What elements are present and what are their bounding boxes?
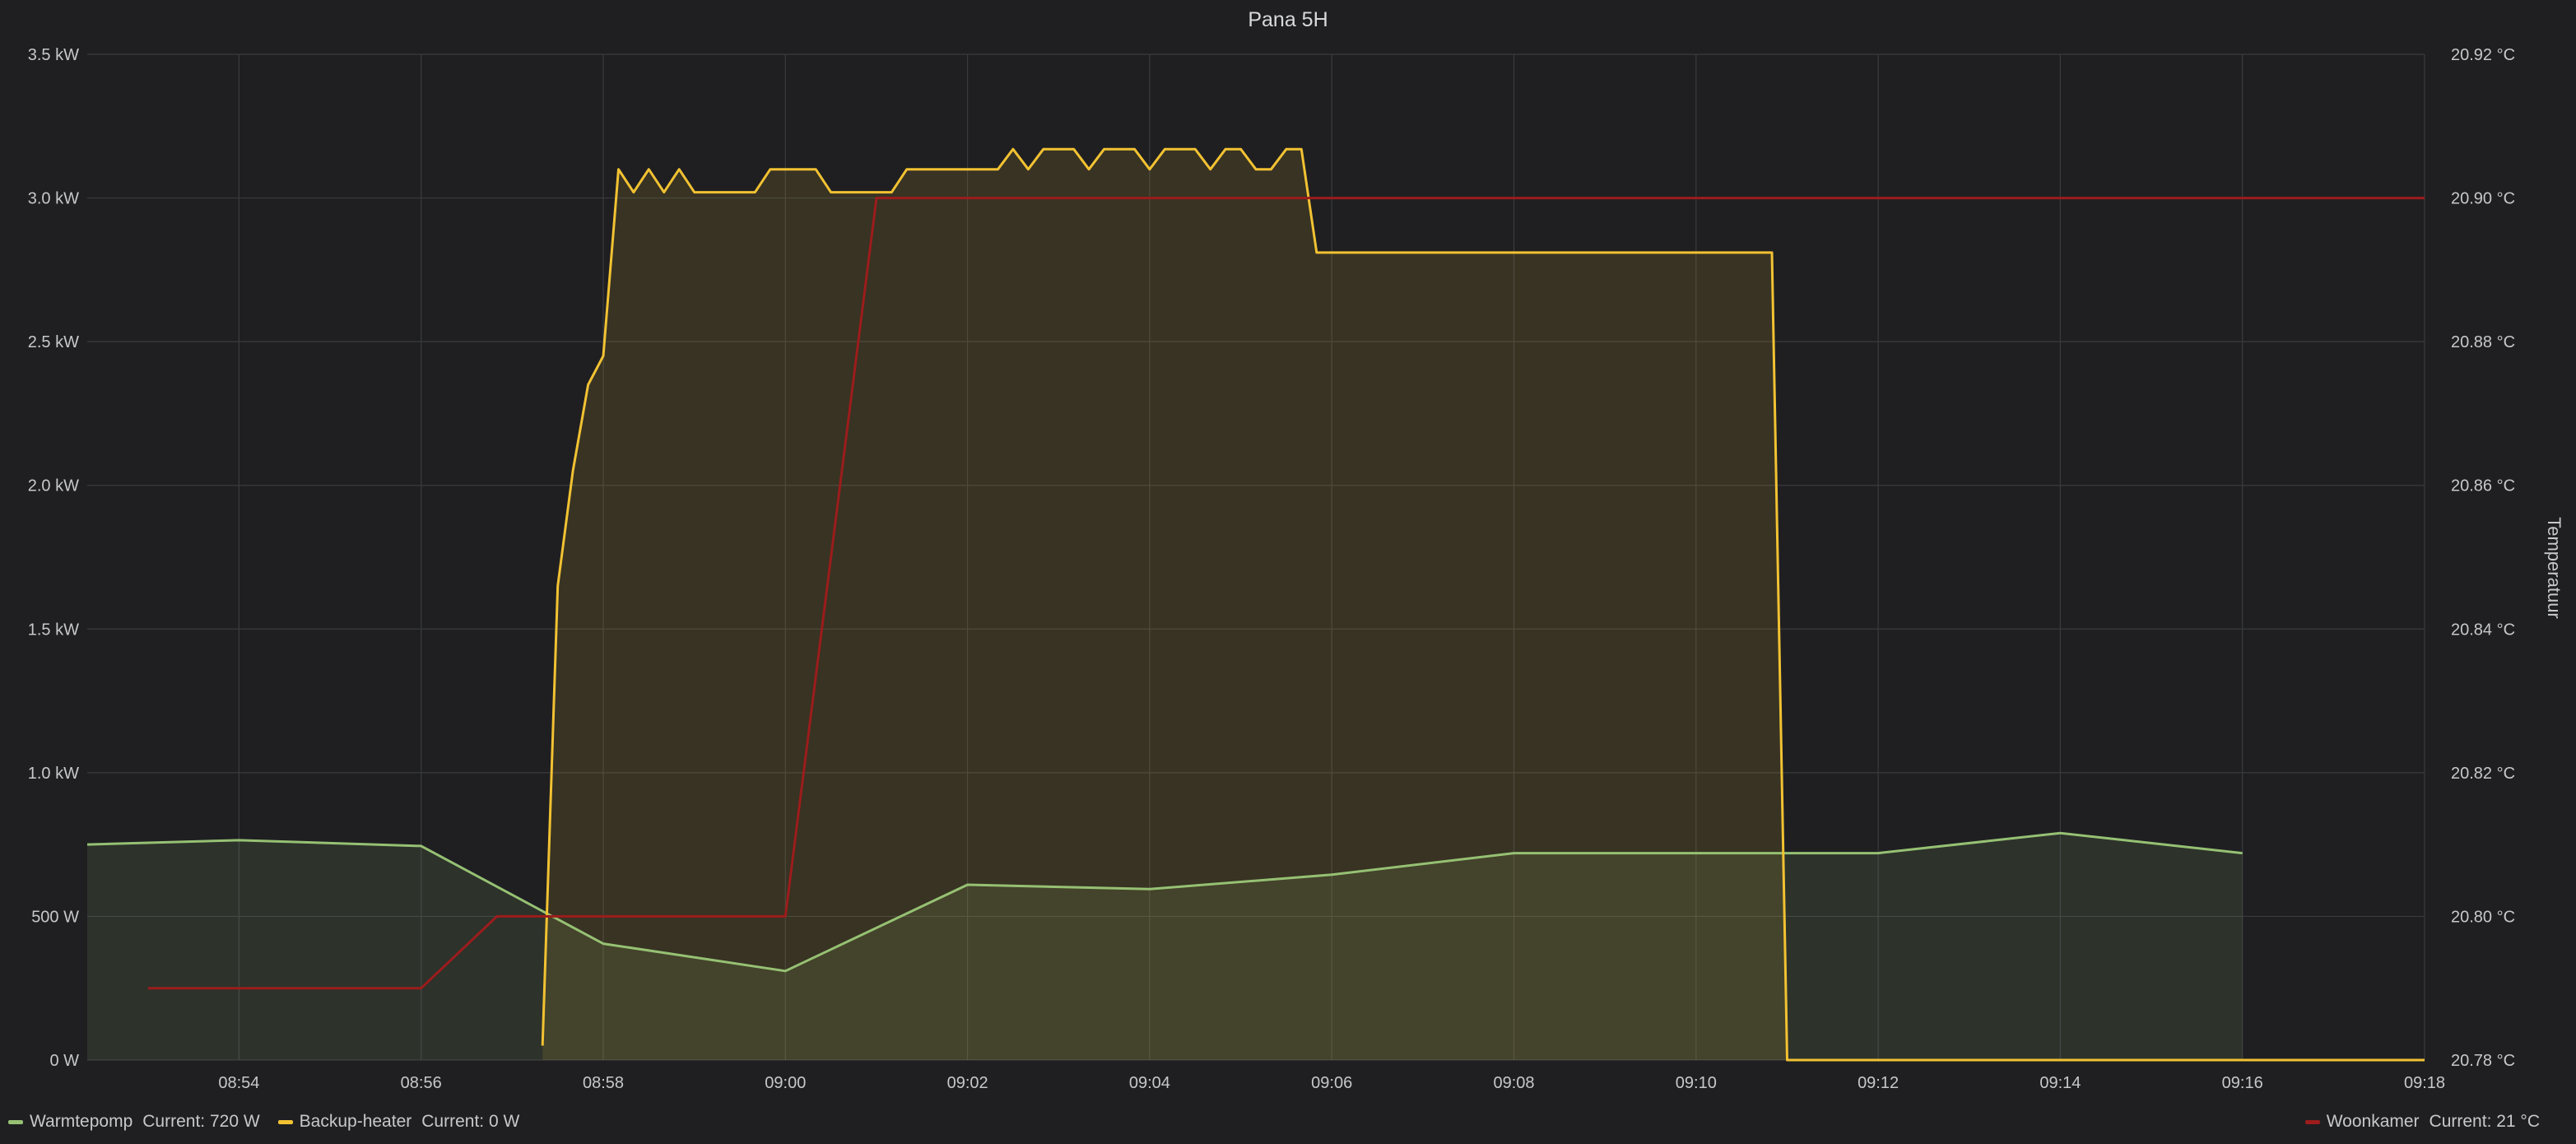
right-tick-label: 20.82 °C (2451, 765, 2515, 783)
left-tick-label: 3.0 kW (28, 190, 79, 208)
right-tick-label: 20.80 °C (2451, 908, 2515, 926)
legend-item-backup-heater[interactable]: Backup-heater Current: 0 W (277, 1112, 520, 1132)
right-axis-label: Temperatuur (2544, 517, 2564, 619)
right-y-axis: 20.78 °C 20.80 °C 20.82 °C 20.84 °C 20.86 °C… (2451, 46, 2515, 1070)
x-tick-label: 08:56 (401, 1074, 442, 1092)
legend-series-name: Warmtepomp (30, 1112, 133, 1131)
right-tick-label: 20.84 °C (2451, 621, 2515, 639)
woonkamer-line[interactable] (147, 197, 2425, 990)
grid-lines (87, 53, 2425, 1061)
legend-item-woonkamer[interactable]: Woonkamer Current: 21 °C (2304, 1112, 2540, 1132)
x-tick-label: 09:04 (1129, 1074, 1170, 1092)
left-tick-label: 3.5 kW (28, 46, 79, 64)
legend-current-value: Current: 720 W (142, 1112, 260, 1131)
x-tick-label: 09:00 (765, 1074, 806, 1092)
left-tick-label: 1.0 kW (28, 765, 79, 783)
backup-heater-area (542, 149, 2425, 1061)
x-axis: 08:54 08:56 08:58 09:00 09:02 09:04 09:06 09:08… (218, 1074, 2445, 1092)
x-tick-label: 09:06 (1311, 1074, 1352, 1092)
warmtepomp-area (87, 833, 2243, 1060)
right-tick-label: 20.78 °C (2451, 1052, 2515, 1070)
legend-left: Warmtepomp Current: 720 W Backup-heater Cur… (8, 1109, 537, 1134)
series-areas (87, 149, 2425, 1061)
legend-swatch (2304, 1119, 2320, 1124)
series-lines (86, 147, 2425, 1062)
legend-series-name: Woonkamer (2326, 1112, 2420, 1131)
left-tick-label: 2.5 kW (28, 333, 79, 351)
x-tick-label: 09:18 (2404, 1074, 2445, 1092)
x-tick-label: 09:16 (2222, 1074, 2263, 1092)
right-tick-label: 20.90 °C (2451, 190, 2515, 208)
right-tick-label: 20.92 °C (2451, 46, 2515, 64)
legend-series-name: Backup-heater (299, 1112, 412, 1131)
x-tick-label: 09:10 (1676, 1074, 1717, 1092)
legend-current-value: Current: 0 W (421, 1112, 520, 1131)
backup-heater-line[interactable] (541, 147, 2425, 1062)
x-tick-label: 09:12 (1858, 1074, 1899, 1092)
right-tick-label: 20.86 °C (2451, 477, 2515, 495)
x-tick-label: 08:54 (218, 1074, 259, 1092)
warmtepomp-line[interactable] (86, 831, 2243, 973)
legend-current-value: Current: 21 °C (2429, 1112, 2540, 1131)
x-tick-label: 09:02 (947, 1074, 988, 1092)
legend-item-warmtepomp[interactable]: Warmtepomp Current: 720 W (8, 1112, 260, 1132)
x-tick-label: 09:08 (1493, 1074, 1534, 1092)
left-y-axis: 0 W 500 W 1.0 kW 1.5 kW 2.0 kW 2.5 kW 3.0 kW 3.… (28, 46, 79, 1070)
x-tick-label: 08:58 (583, 1074, 624, 1092)
left-tick-label: 0 W (49, 1052, 79, 1070)
x-tick-label: 09:14 (2039, 1074, 2081, 1092)
left-tick-label: 500 W (31, 908, 79, 926)
panel-title[interactable]: Pana 5H (1248, 8, 1328, 31)
legend-swatch (277, 1119, 293, 1124)
left-tick-label: 1.5 kW (28, 621, 79, 639)
right-tick-label: 20.88 °C (2451, 333, 2515, 351)
legend-right: Woonkamer Current: 21 °C (2304, 1109, 2558, 1134)
legend-swatch (8, 1119, 23, 1124)
left-tick-label: 2.0 kW (28, 477, 79, 495)
